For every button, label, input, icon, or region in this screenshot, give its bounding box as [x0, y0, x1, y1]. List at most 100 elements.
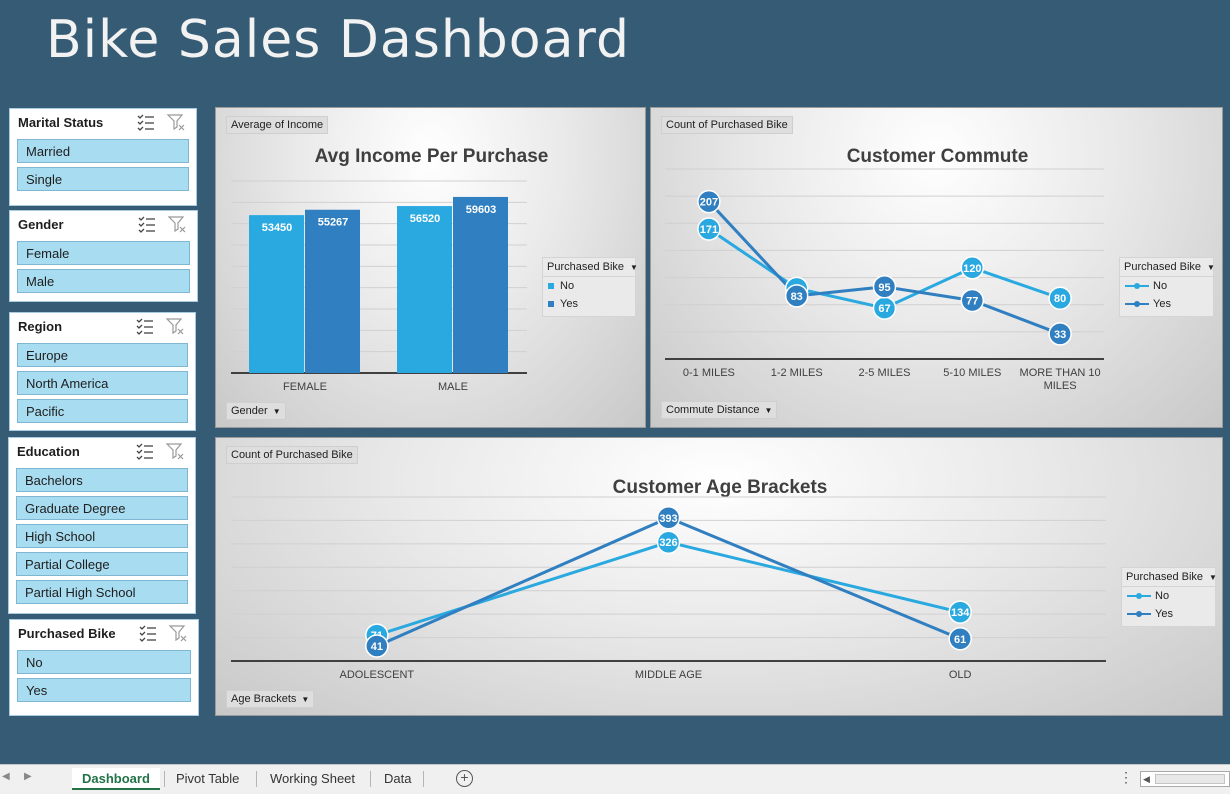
data-label: 56520 [410, 213, 441, 225]
bar-no-male[interactable] [397, 206, 452, 373]
slicer-title: Marital Status [18, 114, 104, 130]
multi-select-icon[interactable] [138, 623, 158, 643]
legend-item-no: No [1122, 587, 1215, 605]
multi-select-icon[interactable] [136, 112, 156, 132]
bar-yes-female[interactable] [305, 209, 360, 373]
legend-swatch-no [548, 283, 554, 289]
slicer-item[interactable]: North America [17, 371, 188, 395]
slicer-education: Education Bachelors Graduate Degree High Sc… [8, 437, 196, 614]
slicer-header: Marital Status [10, 109, 196, 135]
clear-filter-icon[interactable] [168, 623, 188, 643]
data-label: 120 [963, 263, 981, 275]
field-button-gender[interactable]: Gender ▼ [226, 402, 286, 420]
slicer-item[interactable]: Europe [17, 343, 188, 367]
field-button-age-brackets[interactable]: Age Brackets ▼ [226, 690, 315, 708]
slicer-item[interactable]: Pacific [17, 399, 188, 423]
data-label: 83 [791, 291, 803, 303]
slicer-title: Education [17, 443, 80, 459]
legend-filter-purchased-bike[interactable]: Purchased Bike ▼ [1122, 568, 1217, 587]
income-legend[interactable]: Purchased Bike ▼ No Yes [542, 257, 638, 317]
add-sheet-icon[interactable]: + [456, 770, 473, 787]
series-line-no[interactable] [376, 540, 961, 637]
scroll-tabs-left-icon[interactable]: ◀ [2, 771, 10, 782]
tab-working-sheet[interactable]: Working Sheet [270, 771, 356, 786]
clear-filter-icon[interactable] [165, 441, 185, 461]
point-no[interactable] [1048, 286, 1072, 310]
point-no[interactable] [960, 256, 985, 280]
point-yes[interactable] [365, 634, 389, 658]
legend-filter-purchased-bike[interactable]: Purchased Bike ▼ [1120, 258, 1215, 277]
data-label: 77 [966, 295, 978, 307]
tab-pivot-table[interactable]: Pivot Table [176, 771, 240, 786]
slicer-item[interactable]: Married [17, 139, 189, 163]
point-yes[interactable] [656, 506, 681, 530]
slicer-purchased-bike: Purchased Bike No Yes [9, 619, 199, 716]
x-tick-label: MORE THAN 10 MILES [1020, 367, 1101, 392]
age-legend[interactable]: Purchased Bike ▼ No Yes [1121, 567, 1217, 627]
slicer-item[interactable]: Yes [17, 678, 191, 702]
slicer-item[interactable]: No [17, 650, 191, 674]
tab-data[interactable]: Data [384, 771, 412, 786]
data-label: 67 [878, 303, 890, 315]
clear-filter-icon[interactable] [165, 316, 185, 336]
income-bar-chart: 53450 55267 FEMALE 56520 59603 MALE [231, 180, 527, 393]
field-button-count-purchased[interactable]: Count of Purchased Bike [661, 116, 793, 134]
x-tick-label: ADOLESCENT [340, 669, 415, 681]
slicer-gender: Gender Female Male [9, 210, 198, 302]
income-chart-panel[interactable]: Average of Income Avg Income Per Purchas… [215, 107, 646, 428]
slicer-item[interactable]: Male [17, 269, 190, 293]
slicer-item[interactable]: Graduate Degree [16, 496, 188, 520]
point-yes[interactable] [960, 288, 985, 313]
bar-no-female[interactable] [249, 215, 304, 373]
point-no[interactable] [656, 530, 681, 554]
bar-yes-male[interactable] [453, 196, 508, 373]
point-yes[interactable] [948, 627, 972, 651]
multi-select-icon[interactable] [135, 441, 155, 461]
slicer-region: Region Europe North America Pacific [9, 312, 196, 431]
commute-chart-panel[interactable]: Count of Purchased Bike Customer Commute… [650, 107, 1223, 428]
x-tick-label: 2-5 MILES [859, 367, 911, 379]
scroll-left-icon[interactable]: ◀ [1143, 774, 1150, 784]
x-tick-label: 0-1 MILES [683, 367, 735, 379]
slicer-header: Region [10, 313, 195, 339]
scroll-tabs-right-icon[interactable]: ▶ [24, 771, 32, 782]
sheet-tab-bar: ◀ ▶ Dashboard Pivot Table Working Sheet … [0, 764, 1230, 794]
slicer-item[interactable]: Female [17, 241, 190, 265]
multi-select-icon[interactable] [135, 316, 155, 336]
point-no[interactable] [697, 217, 721, 241]
age-chart-panel[interactable]: Count of Purchased Bike Customer Age Bra… [215, 437, 1223, 716]
point-yes[interactable] [1048, 322, 1072, 346]
horizontal-scrollbar[interactable]: ◀ [1140, 771, 1230, 787]
field-button-average-income[interactable]: Average of Income [226, 116, 329, 134]
commute-legend[interactable]: Purchased Bike ▼ No Yes [1119, 257, 1215, 317]
slicer-item[interactable]: Partial High School [16, 580, 188, 604]
field-button-count-purchased[interactable]: Count of Purchased Bike [226, 446, 358, 464]
multi-select-icon[interactable] [137, 214, 157, 234]
legend-item-no: No [1120, 277, 1213, 295]
data-label: 41 [371, 641, 383, 653]
data-label: 33 [1054, 329, 1066, 341]
slicer-items: No Yes [10, 646, 198, 702]
slicer-item[interactable]: High School [16, 524, 188, 548]
slicer-item[interactable]: Partial College [16, 552, 188, 576]
legend-line-marker-yes [1127, 611, 1151, 617]
clear-filter-icon[interactable] [166, 112, 186, 132]
slicer-header: Gender [10, 211, 197, 237]
legend-item-yes: Yes [1120, 295, 1213, 313]
point-yes[interactable] [784, 284, 809, 308]
legend-filter-purchased-bike[interactable]: Purchased Bike ▼ [543, 258, 638, 277]
tab-divider [370, 771, 371, 787]
slicer-marital-status: Marital Status Married Single [9, 108, 197, 206]
point-yes[interactable] [697, 189, 721, 214]
slicer-item[interactable]: Bachelors [16, 468, 188, 492]
scrollbar-thumb[interactable] [1155, 774, 1225, 784]
point-no[interactable] [948, 600, 972, 624]
clear-filter-icon[interactable] [167, 214, 187, 234]
point-yes[interactable] [872, 275, 897, 299]
slicer-item[interactable]: Single [17, 167, 189, 191]
data-label: 61 [954, 634, 966, 646]
slicer-title: Purchased Bike [18, 625, 116, 641]
tab-dashboard[interactable]: Dashboard [72, 768, 160, 790]
field-button-commute-distance[interactable]: Commute Distance ▼ [661, 401, 778, 419]
more-options-icon[interactable]: ⋮ [1119, 769, 1133, 785]
